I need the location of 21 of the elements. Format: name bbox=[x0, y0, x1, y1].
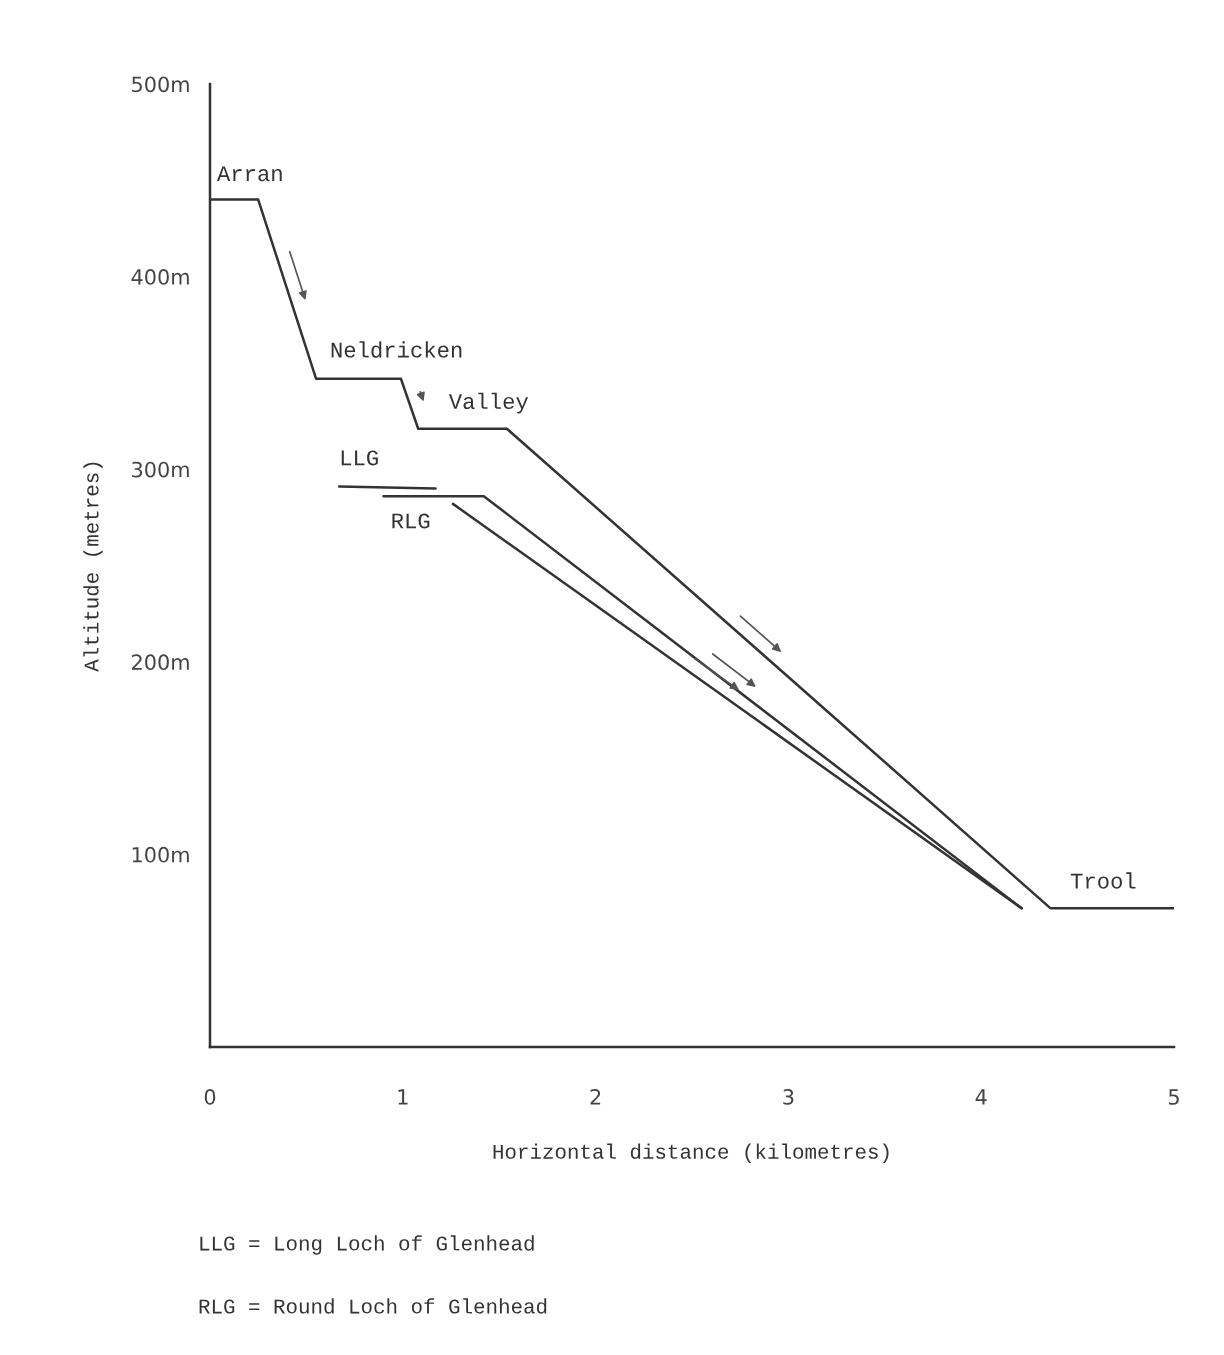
y-tick-label: 400m bbox=[131, 269, 189, 285]
x-tick-label: 2 bbox=[590, 1089, 601, 1105]
y-tick-label: 100m bbox=[132, 846, 189, 863]
y-tick-label: 500m bbox=[132, 76, 189, 93]
annotation: Arran bbox=[216, 166, 282, 182]
y-axis-title: Altitude (metres) bbox=[83, 462, 103, 672]
annotation: LLG bbox=[341, 450, 378, 466]
text: LLG = Long Loch of Glenhead bbox=[200, 1235, 534, 1255]
x-tick-label: 3 bbox=[783, 1089, 794, 1105]
annotation: RLG bbox=[392, 513, 430, 529]
annotation: Valley bbox=[448, 392, 529, 414]
annotation: Neldricken bbox=[331, 341, 462, 358]
x-tick-label: 0 bbox=[204, 1089, 216, 1105]
text: RLG = Round Loch of Glenhead bbox=[199, 1298, 547, 1314]
annotation: Trool bbox=[1070, 872, 1136, 889]
x-tick-label: 1 bbox=[398, 1089, 408, 1105]
y-tick-label: 200m bbox=[132, 654, 189, 671]
x-tick-label: 4 bbox=[975, 1089, 987, 1105]
y-tick-label: 300m bbox=[132, 461, 189, 478]
x-tick-label: 5 bbox=[1168, 1089, 1179, 1105]
x-axis-title: Horizontal distance (kilometres) bbox=[493, 1143, 889, 1163]
